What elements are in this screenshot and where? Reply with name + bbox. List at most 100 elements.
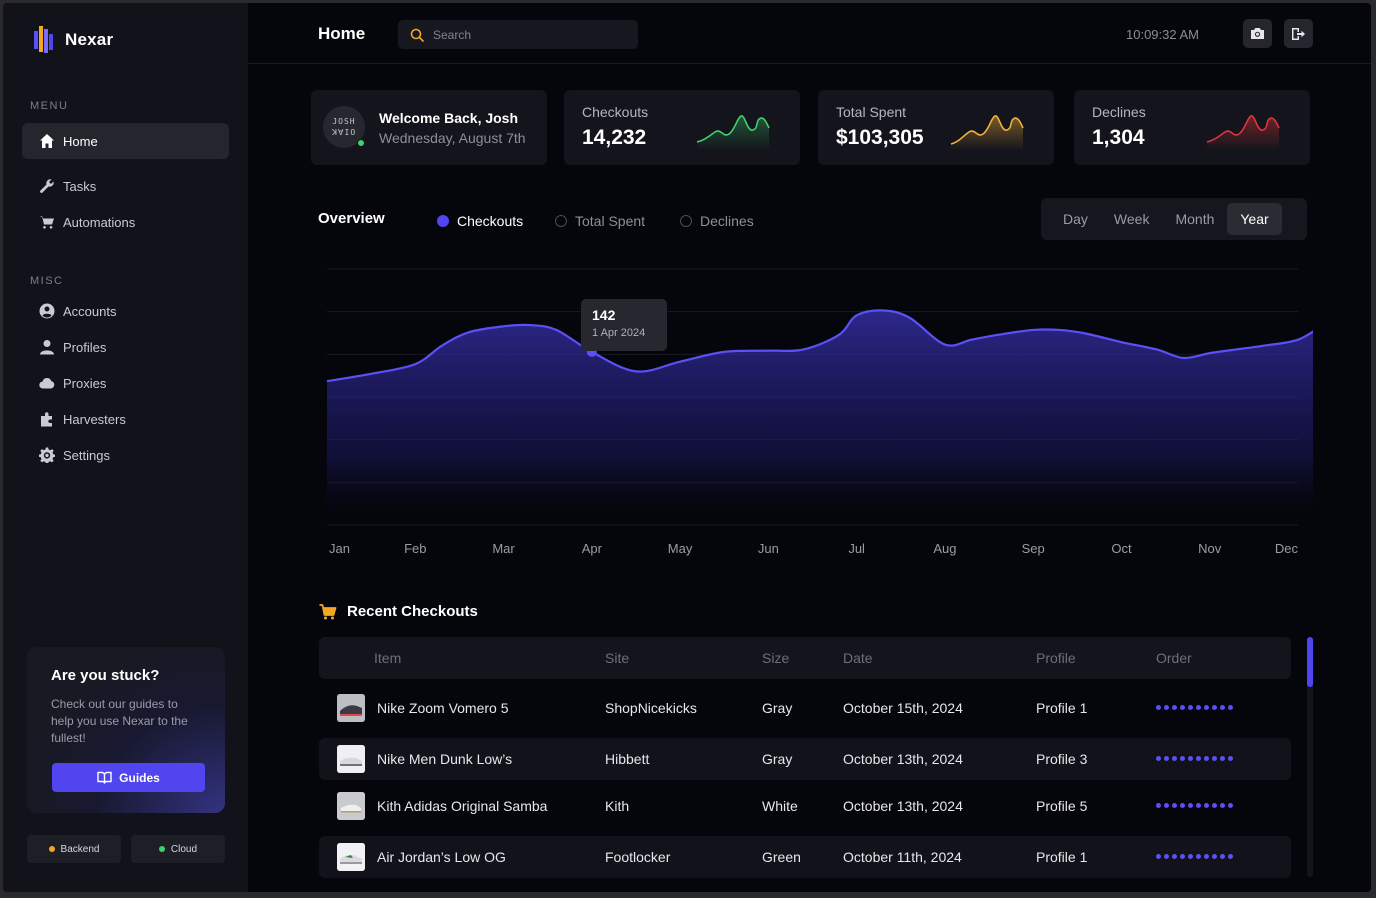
table-row[interactable]: Nike Men Dunk Low’s Hibbett Gray October…	[319, 738, 1291, 780]
row-profile: Profile 1	[1036, 700, 1088, 716]
legend-checkouts[interactable]: Checkouts	[437, 213, 523, 229]
x-tick-label: Apr	[582, 541, 603, 556]
x-axis-ticks: Jan Feb Mar Apr May Jun Jul Aug Sep Oct Nov Dec	[329, 541, 1298, 556]
search-input[interactable]	[433, 27, 623, 42]
sidebar-item-profiles[interactable]: Profiles	[22, 329, 229, 365]
row-date: October 15th, 2024	[843, 700, 963, 716]
column-header-profile[interactable]: Profile	[1036, 650, 1076, 666]
overview-chart[interactable]: Jan Feb Mar Apr May Jun Jul Aug Sep Oct Nov Dec	[303, 253, 1313, 563]
row-date: October 11th, 2024	[843, 849, 962, 865]
x-tick-label: Aug	[933, 541, 956, 556]
sidebar-item-settings[interactable]: Settings	[22, 437, 229, 473]
range-year[interactable]: Year	[1227, 203, 1282, 235]
help-title: Are you stuck?	[51, 667, 160, 684]
column-header-size[interactable]: Size	[762, 650, 790, 666]
column-header-order[interactable]: Order	[1156, 650, 1192, 666]
gear-icon	[39, 447, 55, 463]
legend-label: Total Spent	[575, 213, 646, 229]
x-tick-label: May	[668, 541, 693, 556]
top-bar: Home 10:09:32 AM	[248, 3, 1371, 64]
welcome-greeting: Welcome Back, Josh	[379, 110, 519, 126]
x-tick-label: Mar	[492, 541, 515, 556]
cloud-icon	[39, 378, 55, 389]
x-tick-label: Jan	[329, 541, 350, 556]
legend-total-spent[interactable]: Total Spent	[555, 213, 645, 229]
table-row[interactable]: Nike Zoom Vomero 5 ShopNicekicks Gray Oc…	[319, 687, 1291, 729]
row-site: Kith	[605, 798, 630, 814]
row-size: White	[762, 798, 798, 814]
column-header-item[interactable]: Item	[374, 650, 402, 666]
cloud-status[interactable]: Cloud	[131, 835, 225, 863]
search-icon	[410, 28, 424, 42]
chart-tooltip: 142 1 Apr 2024	[581, 299, 667, 351]
product-thumbnail	[337, 745, 365, 773]
column-header-date[interactable]: Date	[843, 650, 873, 666]
guides-button[interactable]: Guides	[52, 763, 205, 792]
table-scrollbar-thumb[interactable]	[1307, 637, 1313, 687]
x-tick-label: Oct	[1111, 541, 1132, 556]
checkouts-area	[327, 310, 1313, 525]
row-profile: Profile 1	[1036, 849, 1088, 865]
stat-card-declines[interactable]: Declines 1,304	[1074, 90, 1310, 165]
backend-status-label: Backend	[60, 843, 100, 855]
screenshot-button[interactable]	[1243, 19, 1272, 48]
product-thumbnail	[337, 843, 365, 871]
page-title: Home	[318, 24, 366, 43]
stat-value: $103,305	[836, 126, 924, 149]
product-thumbnail	[337, 792, 365, 820]
stat-value: 14,232	[582, 126, 647, 149]
range-selector: Day Week Month Year	[1041, 198, 1307, 240]
camera-icon	[1251, 28, 1264, 39]
sidebar-item-label: Profiles	[63, 339, 107, 355]
clock: 10:09:32 AM	[1126, 27, 1199, 42]
stat-card-checkouts[interactable]: Checkouts 14,232	[564, 90, 800, 165]
range-day[interactable]: Day	[1063, 211, 1088, 227]
sidebar-item-automations[interactable]: Automations	[22, 204, 229, 240]
search-box[interactable]	[398, 20, 638, 49]
table-row[interactable]: Kith Adidas Original Samba Kith White Oc…	[319, 785, 1291, 827]
legend-label: Declines	[700, 213, 754, 229]
row-site: ShopNicekicks	[605, 700, 697, 716]
brand[interactable]: Nexar	[33, 23, 113, 57]
sidebar-item-tasks[interactable]: Tasks	[22, 168, 229, 204]
sidebar-item-home[interactable]: Home	[22, 123, 229, 159]
range-week[interactable]: Week	[1113, 211, 1150, 227]
app-window: Nexar MENU Home Tasks Automations MISC A…	[3, 3, 1371, 892]
legend-radio-icon	[555, 215, 567, 227]
sidebar-item-harvesters[interactable]: Harvesters	[22, 401, 229, 437]
row-item: Nike Men Dunk Low’s	[377, 751, 513, 767]
sidebar-item-accounts[interactable]: Accounts	[22, 293, 229, 329]
sidebar-item-label: Tasks	[63, 178, 97, 194]
legend-declines[interactable]: Declines	[680, 213, 754, 229]
x-tick-label: Sep	[1022, 541, 1045, 556]
row-item: Kith Adidas Original Samba	[377, 798, 548, 814]
stat-label: Total Spent	[836, 104, 907, 120]
column-header-site[interactable]: Site	[605, 650, 630, 666]
table-header: Item Site Size Date Profile Order	[319, 637, 1291, 679]
recent-checkouts-title: Recent Checkouts	[319, 603, 478, 620]
sidebar-item-label: Home	[63, 133, 98, 149]
tooltip-date: 1 Apr 2024	[592, 327, 646, 339]
stat-value: 1,304	[1092, 126, 1145, 149]
sidebar-item-label: Proxies	[63, 375, 107, 391]
table-row[interactable]: Air Jordan’s Low OG Footlocker Green Oct…	[319, 836, 1291, 878]
help-card: Are you stuck? Check out our guides to h…	[27, 647, 225, 813]
legend-label: Checkouts	[457, 213, 524, 229]
x-tick-label: Jul	[848, 541, 865, 556]
online-indicator	[357, 139, 365, 147]
menu-section-label: MENU	[30, 100, 69, 112]
avatar[interactable]: JOSH ꓘꓯIO	[323, 106, 365, 148]
legend-radio-checked-icon	[437, 215, 449, 227]
sidebar-item-proxies[interactable]: Proxies	[22, 365, 229, 401]
backend-status[interactable]: Backend	[27, 835, 121, 863]
order-masked	[1156, 705, 1233, 710]
logout-button[interactable]	[1284, 19, 1313, 48]
row-item: Air Jordan’s Low OG	[377, 849, 506, 865]
total-spent-sparkline	[950, 115, 1024, 150]
row-size: Green	[762, 849, 801, 865]
table-scrollbar[interactable]	[1307, 637, 1313, 877]
stat-card-total-spent[interactable]: Total Spent $103,305	[818, 90, 1054, 165]
row-profile: Profile 5	[1036, 798, 1088, 814]
row-size: Gray	[762, 700, 793, 716]
range-month[interactable]: Month	[1175, 211, 1215, 227]
